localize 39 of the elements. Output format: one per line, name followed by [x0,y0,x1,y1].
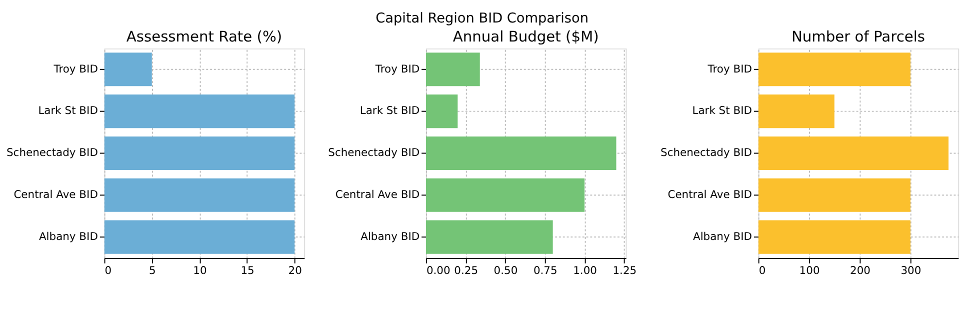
y-tick-label: Lark St BID [38,104,98,118]
x-tick-label: 1.25 [612,264,637,278]
x-tick-label: 100 [799,264,820,278]
x-tick-label: 0.75 [533,264,558,278]
x-tick-label: 15 [240,264,254,278]
bar [426,178,585,212]
y-tick-label: Central Ave BID [14,188,98,202]
y-tick-label: Schenectady BID [328,146,420,160]
y-tick-label: Central Ave BID [335,188,420,202]
bar [426,52,480,86]
y-tick-label: Troy BID [52,62,98,76]
x-tick-label: 10 [193,264,207,278]
x-tick-label: 0.50 [494,264,518,278]
chart-title: Assessment Rate (%) [126,28,282,46]
y-tick-label: Troy BID [706,62,752,76]
y-tick-label: Albany BID [360,230,420,243]
x-tick-label: 0 [104,264,112,278]
chart-title: Annual Budget ($M) [452,28,599,46]
y-tick-label: Lark St BID [692,104,752,118]
x-tick-label: 200 [850,264,871,278]
x-tick-label: 300 [900,264,922,278]
y-tick-label: Albany BID [693,230,752,243]
y-tick-label: Schenectady BID [6,146,98,160]
chart-title: Number of Parcels [791,28,926,46]
y-tick-label: Lark St BID [360,104,420,118]
x-tick-label: 0.00 [426,264,450,278]
x-tick-label: 1.00 [573,264,598,278]
x-tick-label: 5 [148,264,156,278]
x-tick-label: 0.25 [454,264,478,278]
y-tick-label: Troy BID [374,62,420,76]
bar [426,220,553,254]
text: Capital Region BID Comparison [376,10,588,27]
y-tick-label: Schenectady BID [660,146,752,160]
x-tick-label: 0 [758,264,766,278]
bar [426,94,458,128]
bar [426,136,616,170]
x-tick-label: 20 [288,264,302,278]
y-tick-label: Albany BID [38,230,98,243]
y-tick-label: Central Ave BID [668,188,752,202]
